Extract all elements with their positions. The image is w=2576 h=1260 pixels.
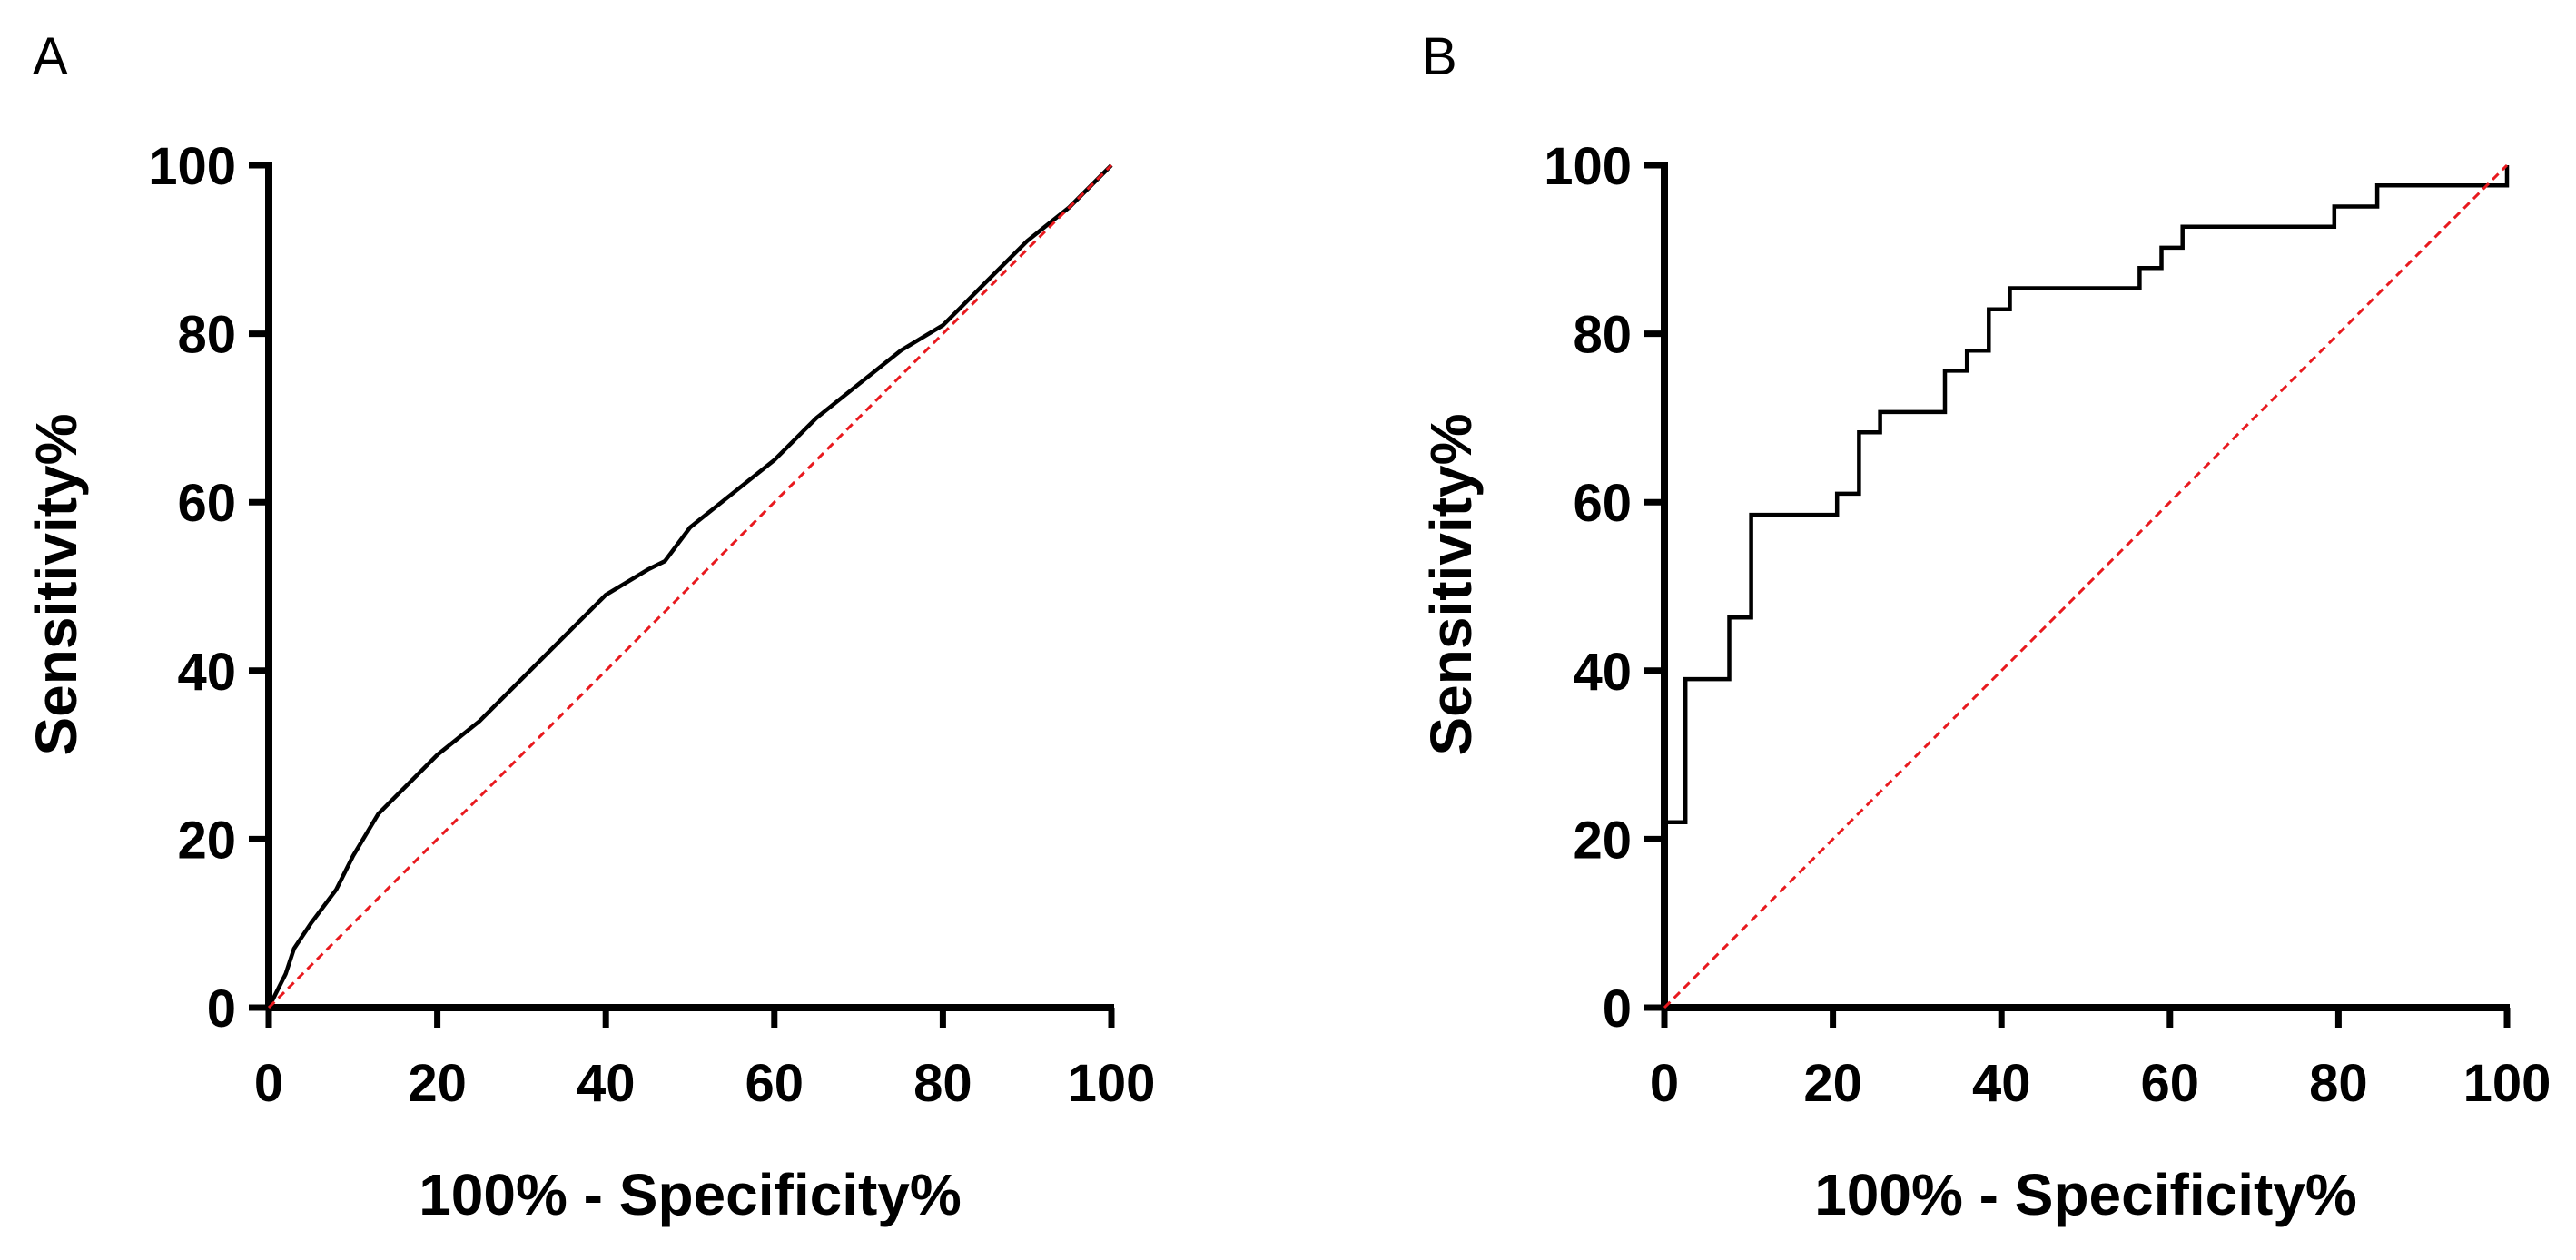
panel-b-y-tick-label: 60 <box>1573 474 1632 533</box>
panel-b-y-tick-label: 100 <box>1544 137 1632 196</box>
panel-a-x-tick-label: 100 <box>1068 1054 1156 1113</box>
panel-b-y-tick-label: 40 <box>1573 643 1632 702</box>
panel-a-x-tick-label: 80 <box>913 1054 972 1113</box>
panel-b-plot: 0 20 40 60 80 100 0 20 40 60 80 100 <box>1544 137 2551 1113</box>
panel-b-reference-line <box>1663 163 2509 1009</box>
panel-b-label: B <box>1422 27 1457 86</box>
panel-a-plot: 0 20 40 60 80 100 0 20 40 60 80 100 <box>148 137 1155 1113</box>
panel-b-x-tick-label: 60 <box>2141 1054 2200 1113</box>
panel-a-x-tick-label: 20 <box>408 1054 467 1113</box>
panel-b-x-axis-label: 100% - Specificity% <box>1814 1162 2357 1227</box>
panel-b-y-axis-label: Sensitivity% <box>1418 413 1484 755</box>
panel-b-x-tick-label: 80 <box>2309 1054 2368 1113</box>
panel-a-y-tick-label: 20 <box>177 811 236 870</box>
panel-a-y-axis-label: Sensitivity% <box>24 413 89 755</box>
panel-b-x-tick-label: 40 <box>1972 1054 2031 1113</box>
panel-a-x-tick-label: 40 <box>577 1054 636 1113</box>
panel-b-x-tick-label: 100 <box>2463 1054 2551 1113</box>
panel-a: A 0 20 40 60 80 100 0 20 40 60 80 100 100% - Specif… <box>24 27 1155 1227</box>
panel-a-y-tick-label: 0 <box>207 979 236 1039</box>
panel-a-x-axis-label: 100% - Specificity% <box>419 1162 962 1227</box>
panel-a-y-tick-label: 60 <box>177 474 236 533</box>
panel-b-y-tick-label: 80 <box>1573 306 1632 365</box>
panel-a-label: A <box>33 27 68 86</box>
panel-b: B 0 20 40 60 80 100 0 20 40 60 80 100 100% - Specif… <box>1418 27 2551 1227</box>
panel-a-y-tick-label: 40 <box>177 643 236 702</box>
panel-b-x-tick-label: 20 <box>1803 1054 1862 1113</box>
panel-a-reference-line <box>267 163 1113 1009</box>
panel-b-roc-curve <box>1662 165 2510 1008</box>
panel-a-roc-curve <box>266 163 1113 1009</box>
panel-a-y-tick-label: 100 <box>148 137 236 196</box>
panel-a-y-tick-label: 80 <box>177 306 236 365</box>
panel-b-y-tick-label: 20 <box>1573 811 1632 870</box>
panel-a-x-tick-label: 60 <box>745 1054 804 1113</box>
panel-b-x-tick-label: 0 <box>1650 1054 1679 1113</box>
panel-a-x-tick-label: 0 <box>254 1054 283 1113</box>
panel-b-y-tick-label: 0 <box>1603 979 1632 1039</box>
